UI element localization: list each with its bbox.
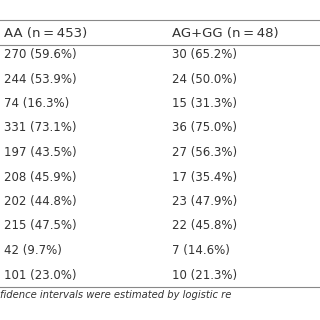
Text: 17 (35.4%): 17 (35.4%) [172,171,237,183]
Text: AG+GG (n = 48): AG+GG (n = 48) [172,27,279,40]
Text: fidence intervals were estimated by logistic re: fidence intervals were estimated by logi… [0,290,231,300]
Text: 244 (53.9%): 244 (53.9%) [4,73,76,85]
Text: 7 (14.6%): 7 (14.6%) [172,244,230,257]
Text: 10 (21.3%): 10 (21.3%) [172,268,237,282]
Text: 22 (45.8%): 22 (45.8%) [172,220,237,233]
Text: 331 (73.1%): 331 (73.1%) [4,122,76,134]
Text: 197 (43.5%): 197 (43.5%) [4,146,76,159]
Text: 74 (16.3%): 74 (16.3%) [4,97,69,110]
Text: 36 (75.0%): 36 (75.0%) [172,122,237,134]
Text: 30 (65.2%): 30 (65.2%) [172,48,237,61]
Text: 42 (9.7%): 42 (9.7%) [4,244,62,257]
Text: 23 (47.9%): 23 (47.9%) [172,195,237,208]
Text: 101 (23.0%): 101 (23.0%) [4,268,76,282]
Text: 215 (47.5%): 215 (47.5%) [4,220,76,233]
Text: 27 (56.3%): 27 (56.3%) [172,146,237,159]
Text: 208 (45.9%): 208 (45.9%) [4,171,76,183]
Text: AA (n = 453): AA (n = 453) [4,27,87,40]
Text: 15 (31.3%): 15 (31.3%) [172,97,237,110]
Text: 202 (44.8%): 202 (44.8%) [4,195,76,208]
Text: 270 (59.6%): 270 (59.6%) [4,48,76,61]
Text: 24 (50.0%): 24 (50.0%) [172,73,237,85]
